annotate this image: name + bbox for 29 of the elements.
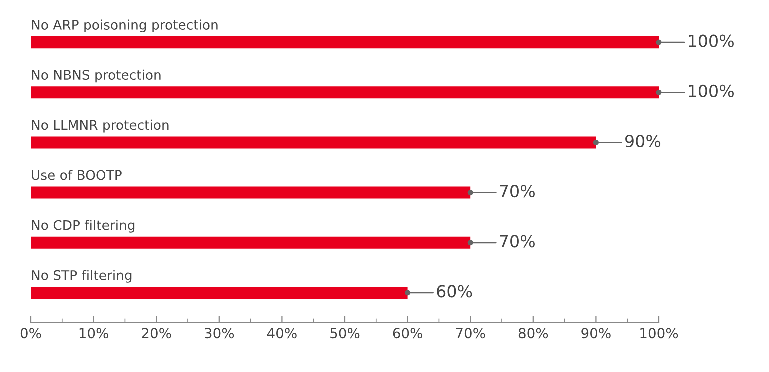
y-tick-label: No CDP filtering [32,220,135,233]
data-label: 100% [689,84,734,98]
y-tick-label: No STP filtering [32,270,132,283]
x-tick-label: 100% [640,328,678,339]
x-tick-label: 10% [80,328,108,339]
x-tick-label: 70% [456,328,486,339]
data-label: 100% [689,34,734,48]
x-tick-label: 50% [330,328,360,339]
bar [31,86,659,99]
data-label: 90% [626,134,661,148]
x-tick-label: 0% [20,328,42,339]
y-tick-label: No NBNS protection [32,70,161,83]
y-tick-label: No ARP poisoning protection [32,20,218,33]
data-label: 70% [500,185,535,198]
x-tick-label: 30% [205,328,234,339]
x-tick-label: 60% [393,328,422,339]
bar [31,36,659,49]
bar [31,136,596,149]
data-label: 70% [500,235,535,248]
data-label: 60% [437,285,472,298]
x-tick-label: 40% [267,328,297,339]
x-tick-label: 90% [582,328,611,339]
bar [31,186,471,199]
y-tick-label: Use of BOOTP [32,170,122,180]
x-tick-label: 80% [518,328,548,339]
bar [31,286,408,299]
y-tick-label: No LLMNR protection [32,120,169,133]
bar [31,236,471,249]
x-tick-label: 20% [142,328,172,339]
